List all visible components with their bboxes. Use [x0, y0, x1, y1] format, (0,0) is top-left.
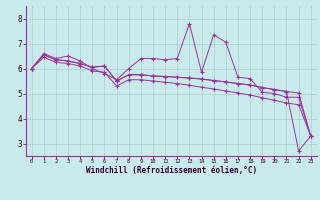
- X-axis label: Windchill (Refroidissement éolien,°C): Windchill (Refroidissement éolien,°C): [86, 166, 257, 175]
